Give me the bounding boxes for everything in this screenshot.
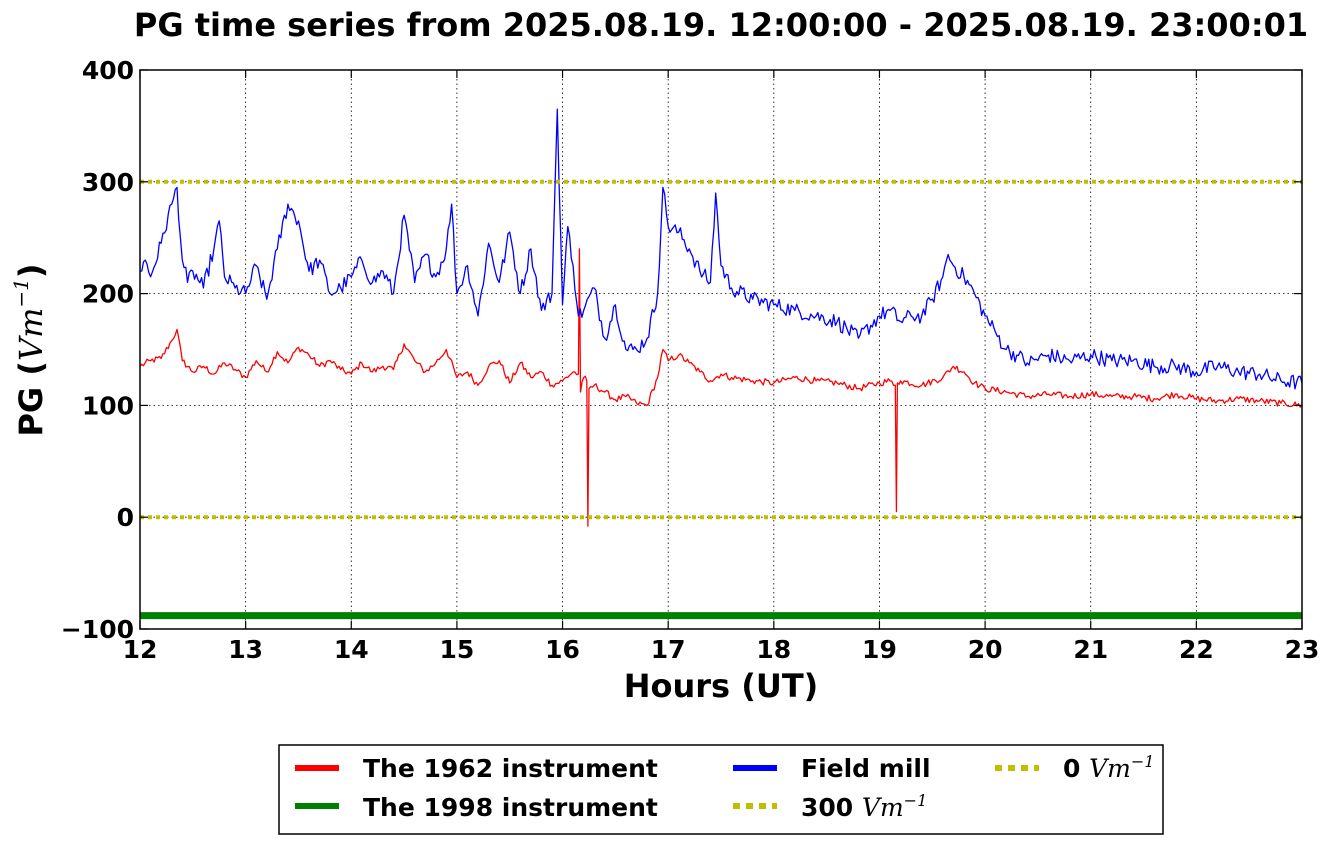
y-axis-label-exponent: −1 [9, 278, 33, 307]
legend-label-0-number: 0 [1063, 754, 1080, 783]
x-tick-label: 22 [1179, 635, 1214, 664]
x-tick-label: 21 [1073, 635, 1108, 664]
legend: The 1962 instrument The 1998 instrument … [278, 744, 1164, 835]
legend-label-300-unit: Vm [862, 793, 904, 822]
y-tick-label: 0 [117, 503, 134, 532]
x-tick-label: 17 [651, 635, 686, 664]
chart-title: PG time series from 2025.08.19. 12:00:00… [134, 6, 1308, 44]
x-tick-label: 18 [756, 635, 791, 664]
series-layer [139, 108, 1303, 620]
x-tick-label: 15 [440, 635, 475, 664]
series-field-mill [139, 108, 1303, 390]
legend-label-0-unit: Vm [1089, 754, 1131, 783]
x-tick-label: 20 [968, 635, 1003, 664]
svg-text:PG (Vm−1): PG (Vm−1) [9, 263, 50, 436]
y-tick-label: 100 [82, 391, 134, 420]
y-axis-label: PG (Vm−1) [9, 263, 50, 436]
y-tick-label: 200 [82, 280, 134, 309]
series-1962-instrument [139, 248, 1303, 527]
x-tick-label: 14 [334, 635, 369, 664]
y-axis-label-unit: Vm [12, 308, 50, 361]
x-tick-label: 12 [123, 635, 158, 664]
legend-label-300-number: 300 [801, 793, 853, 822]
x-axis-label: Hours (UT) [624, 667, 819, 705]
legend-label-1962: The 1962 instrument [363, 754, 658, 783]
legend-label-300-exp: −1 [904, 791, 928, 810]
y-tick-label: 300 [82, 168, 134, 197]
y-axis-label-suffix: ) [12, 263, 50, 278]
legend-label-300: 300 Vm−1 [801, 791, 927, 822]
legend-label-field-mill: Field mill [801, 754, 931, 783]
ticks [139, 69, 1303, 630]
y-tick-label: −100 [61, 615, 134, 644]
x-tick-label: 13 [228, 635, 263, 664]
legend-box [278, 744, 1164, 835]
x-tick-label: 16 [545, 635, 580, 664]
plot-area [140, 70, 1302, 629]
y-axis-label-prefix: PG ( [12, 361, 50, 436]
y-tick-label: 400 [82, 56, 134, 85]
legend-label-0: 0 Vm−1 [1063, 752, 1154, 783]
legend-label-0-exp: −1 [1131, 752, 1155, 771]
tick-labels: 12 13 14 15 16 17 18 19 20 21 22 23 400 300 200 100 0 −10… [61, 56, 1320, 664]
plot-frame [139, 69, 1303, 630]
x-tick-label: 23 [1285, 635, 1320, 664]
legend-label-1998: The 1998 instrument [363, 793, 658, 822]
x-tick-label: 19 [862, 635, 897, 664]
